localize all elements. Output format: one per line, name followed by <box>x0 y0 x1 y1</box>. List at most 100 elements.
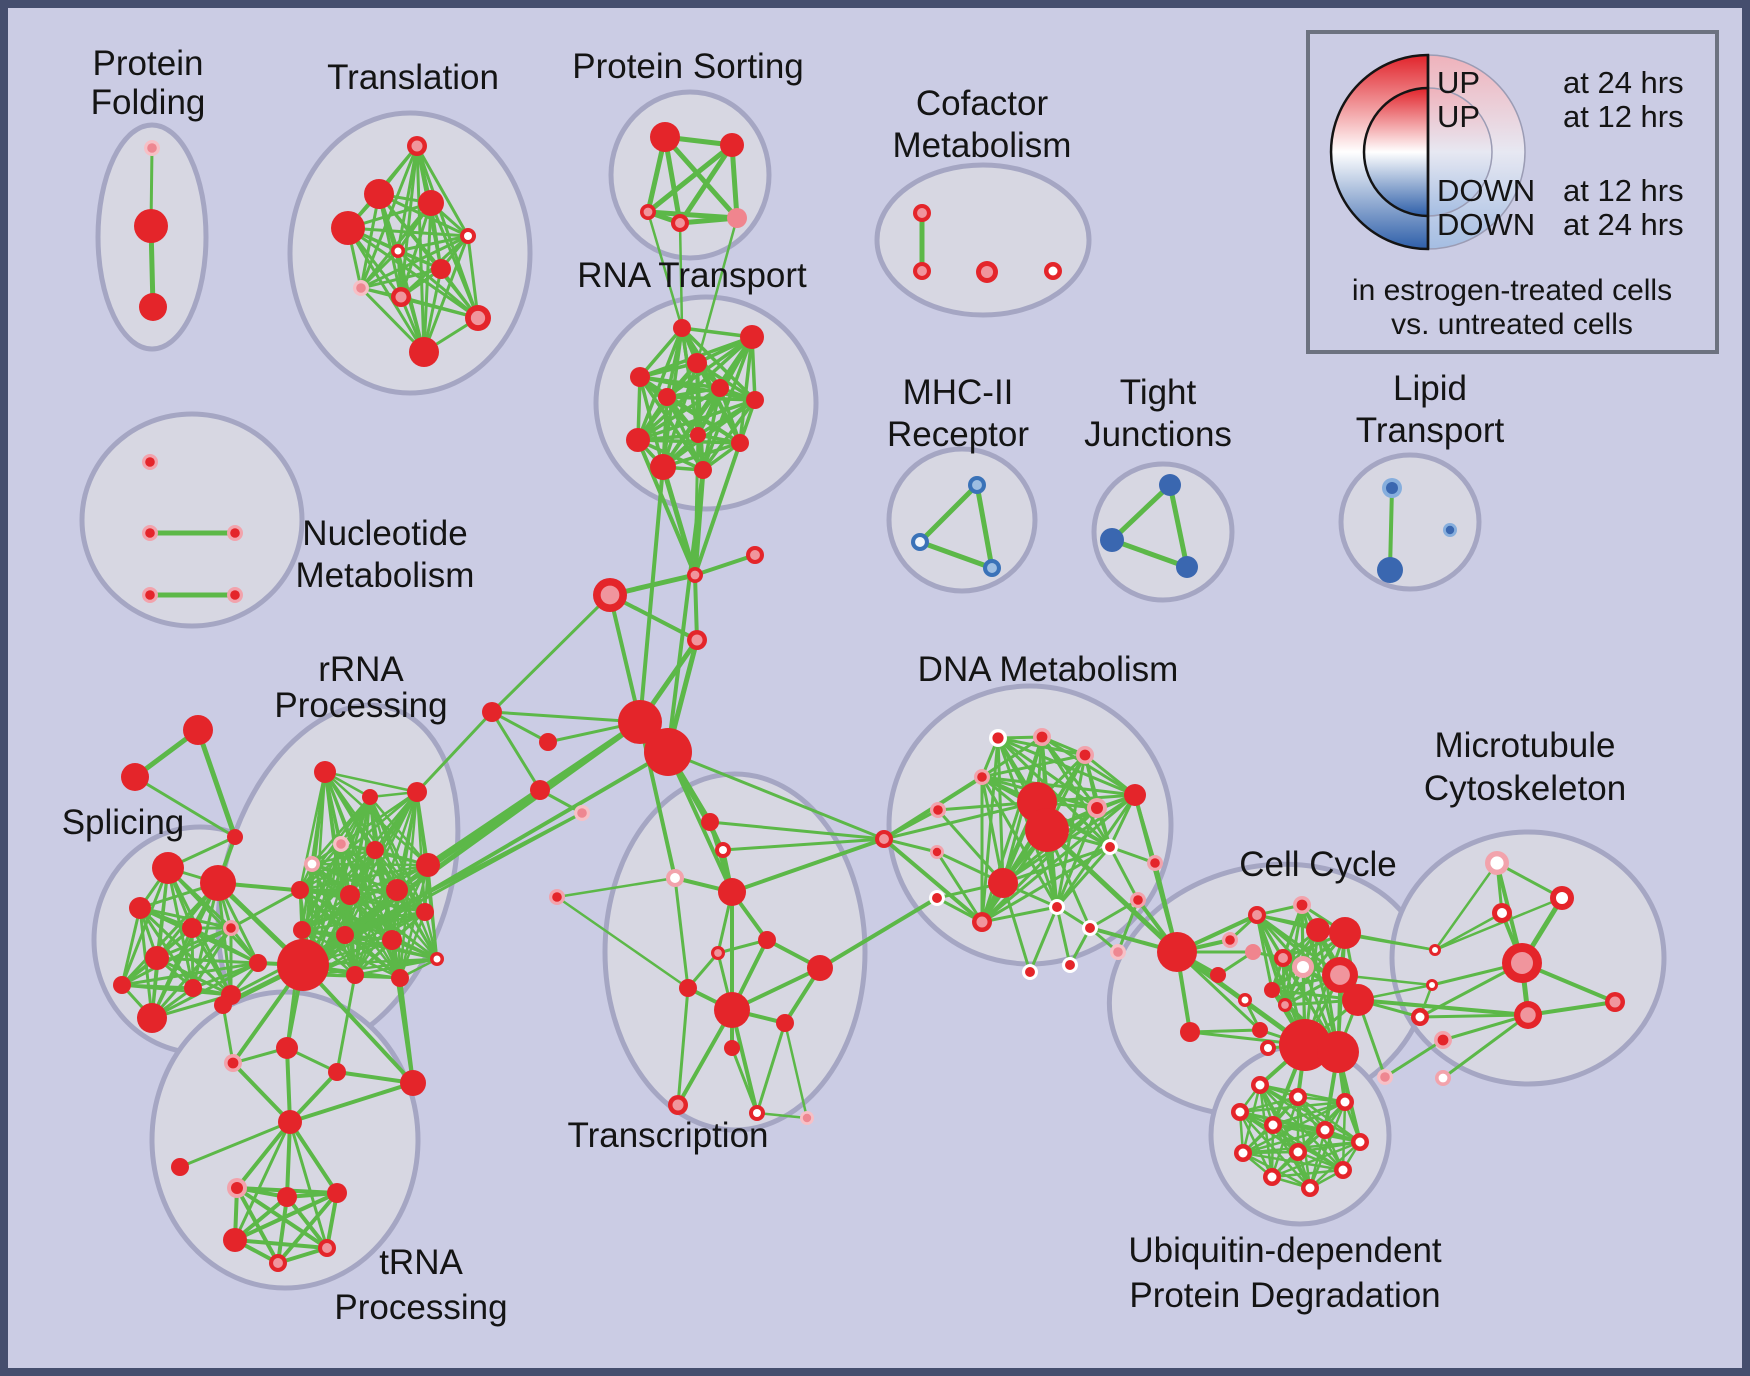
edge-mh1-mh3 <box>974 482 995 571</box>
node-m8 <box>1426 979 1438 991</box>
edge-d3-d4 <box>980 753 1087 779</box>
node-rr15 <box>346 966 364 984</box>
cluster-label-cofactor-metabolism: Cofactor <box>916 84 1049 123</box>
edge-d20-d11 <box>1001 881 1032 974</box>
node-ps5 <box>727 208 747 228</box>
node-tr9 <box>391 287 411 307</box>
edge-m6-m11 <box>1441 1013 1530 1080</box>
node-rt7 <box>746 391 764 409</box>
edge-t12-t15 <box>755 1021 787 1115</box>
node-cc12 <box>1278 998 1292 1012</box>
node-cc5 <box>1274 949 1292 967</box>
edge-tr4-tr10 <box>429 201 480 320</box>
edge-sp3-sp5 <box>138 906 233 930</box>
node-d19 <box>1110 944 1126 960</box>
edge-sp4-sp8 <box>150 926 194 1020</box>
node-rr18 <box>430 952 444 966</box>
edge-u7-u12 <box>1308 1140 1362 1190</box>
node-nm3 <box>227 525 243 541</box>
edge-rr7-rr8 <box>298 863 430 892</box>
cluster-label-cell-cycle: Cell Cycle <box>1239 845 1397 884</box>
edge-tn10-tn13 <box>276 1191 339 1265</box>
node-rr13 <box>382 930 402 950</box>
node-rt3 <box>687 353 707 373</box>
node-sp2 <box>200 865 236 901</box>
edge-d20-d17 <box>1028 905 1059 974</box>
node-cc8 <box>1292 956 1314 978</box>
node-tr1 <box>407 136 427 156</box>
node-cc10 <box>1342 984 1374 1016</box>
node-pf2 <box>134 209 168 243</box>
node-rr12 <box>336 926 354 944</box>
edge-t3-t9 <box>673 876 690 990</box>
node-nm1 <box>142 454 158 470</box>
edge-cc10-m6 <box>1356 998 1530 1017</box>
edge-t5-t3 <box>555 876 677 899</box>
cluster-ellipse-transcription <box>602 771 868 1133</box>
node-cc20 <box>1377 1069 1393 1085</box>
cluster-label-translation: Translation <box>327 58 499 97</box>
edge-rr1-rr3 <box>323 770 419 794</box>
edge-sp5-rr8 <box>229 888 302 930</box>
edge-t9-t14 <box>676 986 690 1107</box>
edge-tn6-tn10 <box>288 1120 339 1195</box>
edge-d2-d12 <box>1040 735 1112 849</box>
node-tr4 <box>418 190 444 216</box>
edge-tj1-tj3 <box>1167 482 1190 570</box>
edge-st2-st3 <box>133 775 237 839</box>
node-b4 <box>574 805 590 821</box>
edge-rr5-rr6 <box>310 848 377 866</box>
edge-u4-u6 <box>1271 1100 1347 1127</box>
node-rt6 <box>658 388 676 406</box>
node-rt10 <box>731 434 749 452</box>
node-nm4 <box>142 587 158 603</box>
edge-rt10-h3 <box>693 441 742 577</box>
edge-tr5-tr6 <box>396 234 470 253</box>
edge-t6-d9 <box>882 837 939 854</box>
edge-m6-m10 <box>1441 1013 1530 1042</box>
cluster-ellipse-protein-sorting <box>608 89 772 261</box>
edge-tn6-tn7 <box>178 1120 292 1169</box>
node-d15 <box>929 890 945 906</box>
node-cf3 <box>976 261 998 283</box>
node-t4 <box>718 878 746 906</box>
edge-h4-b1 <box>490 593 612 714</box>
edge-rt2-rt12 <box>701 335 754 472</box>
node-d14 <box>1130 892 1146 908</box>
edge-tn6-tn12 <box>288 1120 329 1250</box>
edge-tr6-tr8 <box>359 249 400 290</box>
edge-ps5-rt3 <box>695 216 739 365</box>
node-cf2 <box>913 262 931 280</box>
edge-rt2-rt10 <box>738 335 754 445</box>
cluster-ellipse-nucleotide-metabolism <box>79 411 305 629</box>
node-tr2 <box>364 179 394 209</box>
node-rr6 <box>366 841 384 859</box>
node-sp8 <box>137 1003 167 1033</box>
node-m10 <box>1434 1031 1452 1049</box>
edge-rt10-rt11 <box>661 441 742 469</box>
edge-m9-m6 <box>1418 1013 1530 1019</box>
node-t11 <box>714 992 750 1028</box>
edge-rt11-h1 <box>638 465 665 724</box>
edge-d11-d12 <box>1001 845 1112 885</box>
node-u9 <box>1234 1144 1252 1162</box>
edge-rt5-rt12 <box>701 386 722 472</box>
node-d18 <box>1082 920 1098 936</box>
edge-d19-d14 <box>1116 898 1140 954</box>
edge-h2-t6 <box>666 750 886 841</box>
node-rr9 <box>340 885 360 905</box>
legend-direction-3: DOWN <box>1437 207 1535 242</box>
node-t14 <box>668 1095 688 1115</box>
edge-rr17-rr18 <box>310 957 439 977</box>
edge-tn2-tn6 <box>231 1061 292 1124</box>
cluster-label-nucleotide-metabolism: Nucleotide <box>302 514 467 553</box>
node-sp9 <box>184 979 202 997</box>
node-u8 <box>1289 1143 1307 1161</box>
edge-t6-d16 <box>882 837 984 924</box>
edge-m7-m1 <box>1433 861 1499 952</box>
node-rr11 <box>293 921 311 939</box>
edge-sp3-sp8 <box>138 906 154 1020</box>
node-sp1 <box>152 852 184 884</box>
edge-cc20-m10 <box>1383 1038 1445 1079</box>
cluster-label-cofactor-metabolism: Metabolism <box>893 126 1072 165</box>
